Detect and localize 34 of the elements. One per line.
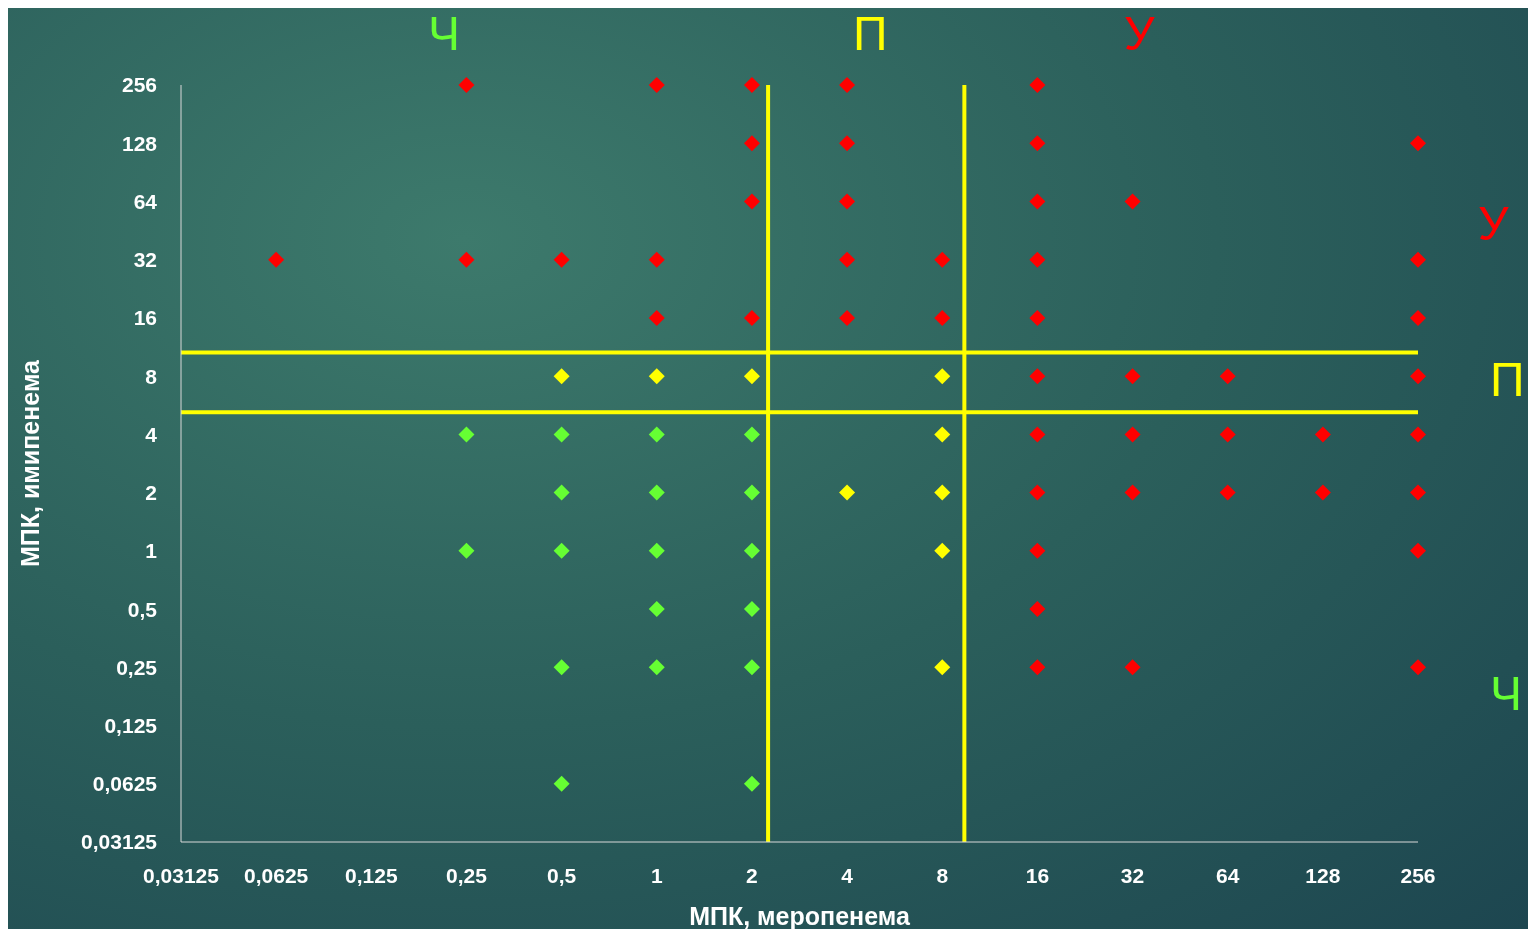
y-tick-label: 0,25 xyxy=(116,655,158,679)
x-tick-label: 1 xyxy=(650,863,663,887)
x-tick-label: 128 xyxy=(1305,863,1341,887)
y-tick-label: 128 xyxy=(121,131,158,155)
x-tick-label: 0,0625 xyxy=(244,863,309,887)
y-tick-label: 16 xyxy=(133,306,157,330)
y-tick-label: 0,5 xyxy=(127,597,158,621)
text: П xyxy=(853,7,888,60)
x-tick-label: 0,5 xyxy=(547,863,577,887)
y-tick-label: 64 xyxy=(133,189,158,213)
text: У xyxy=(1124,7,1155,60)
text: П xyxy=(1490,353,1525,406)
x-tick-label: 0,25 xyxy=(446,863,488,887)
text: У xyxy=(1478,197,1509,250)
x-tick-label: 4 xyxy=(841,863,854,887)
y-tick-label: 0,0625 xyxy=(92,772,158,796)
y-tick-label: 2 xyxy=(145,481,157,505)
y-tick-label: 0,125 xyxy=(104,713,158,737)
y-axis-title: МПК, имипенема xyxy=(15,358,44,567)
y-tick-label: 8 xyxy=(145,364,158,388)
x-tick-label: 16 xyxy=(1025,863,1050,887)
y-tick-label: 4 xyxy=(145,422,158,446)
x-tick-label: 64 xyxy=(1216,863,1240,887)
x-tick-label: 8 xyxy=(936,863,949,887)
text: Ч xyxy=(428,7,460,60)
y-tick-label: 0,03125 xyxy=(81,830,158,854)
text: Ч xyxy=(1490,667,1522,720)
y-tick-label: 256 xyxy=(121,73,157,97)
x-tick-label: 0,125 xyxy=(345,863,398,887)
x-tick-label: 2 xyxy=(746,863,758,887)
y-tick-label: 1 xyxy=(145,539,158,563)
y-tick-label: 32 xyxy=(133,248,157,272)
x-tick-label: 256 xyxy=(1400,863,1436,887)
x-tick-label: 32 xyxy=(1120,863,1145,887)
